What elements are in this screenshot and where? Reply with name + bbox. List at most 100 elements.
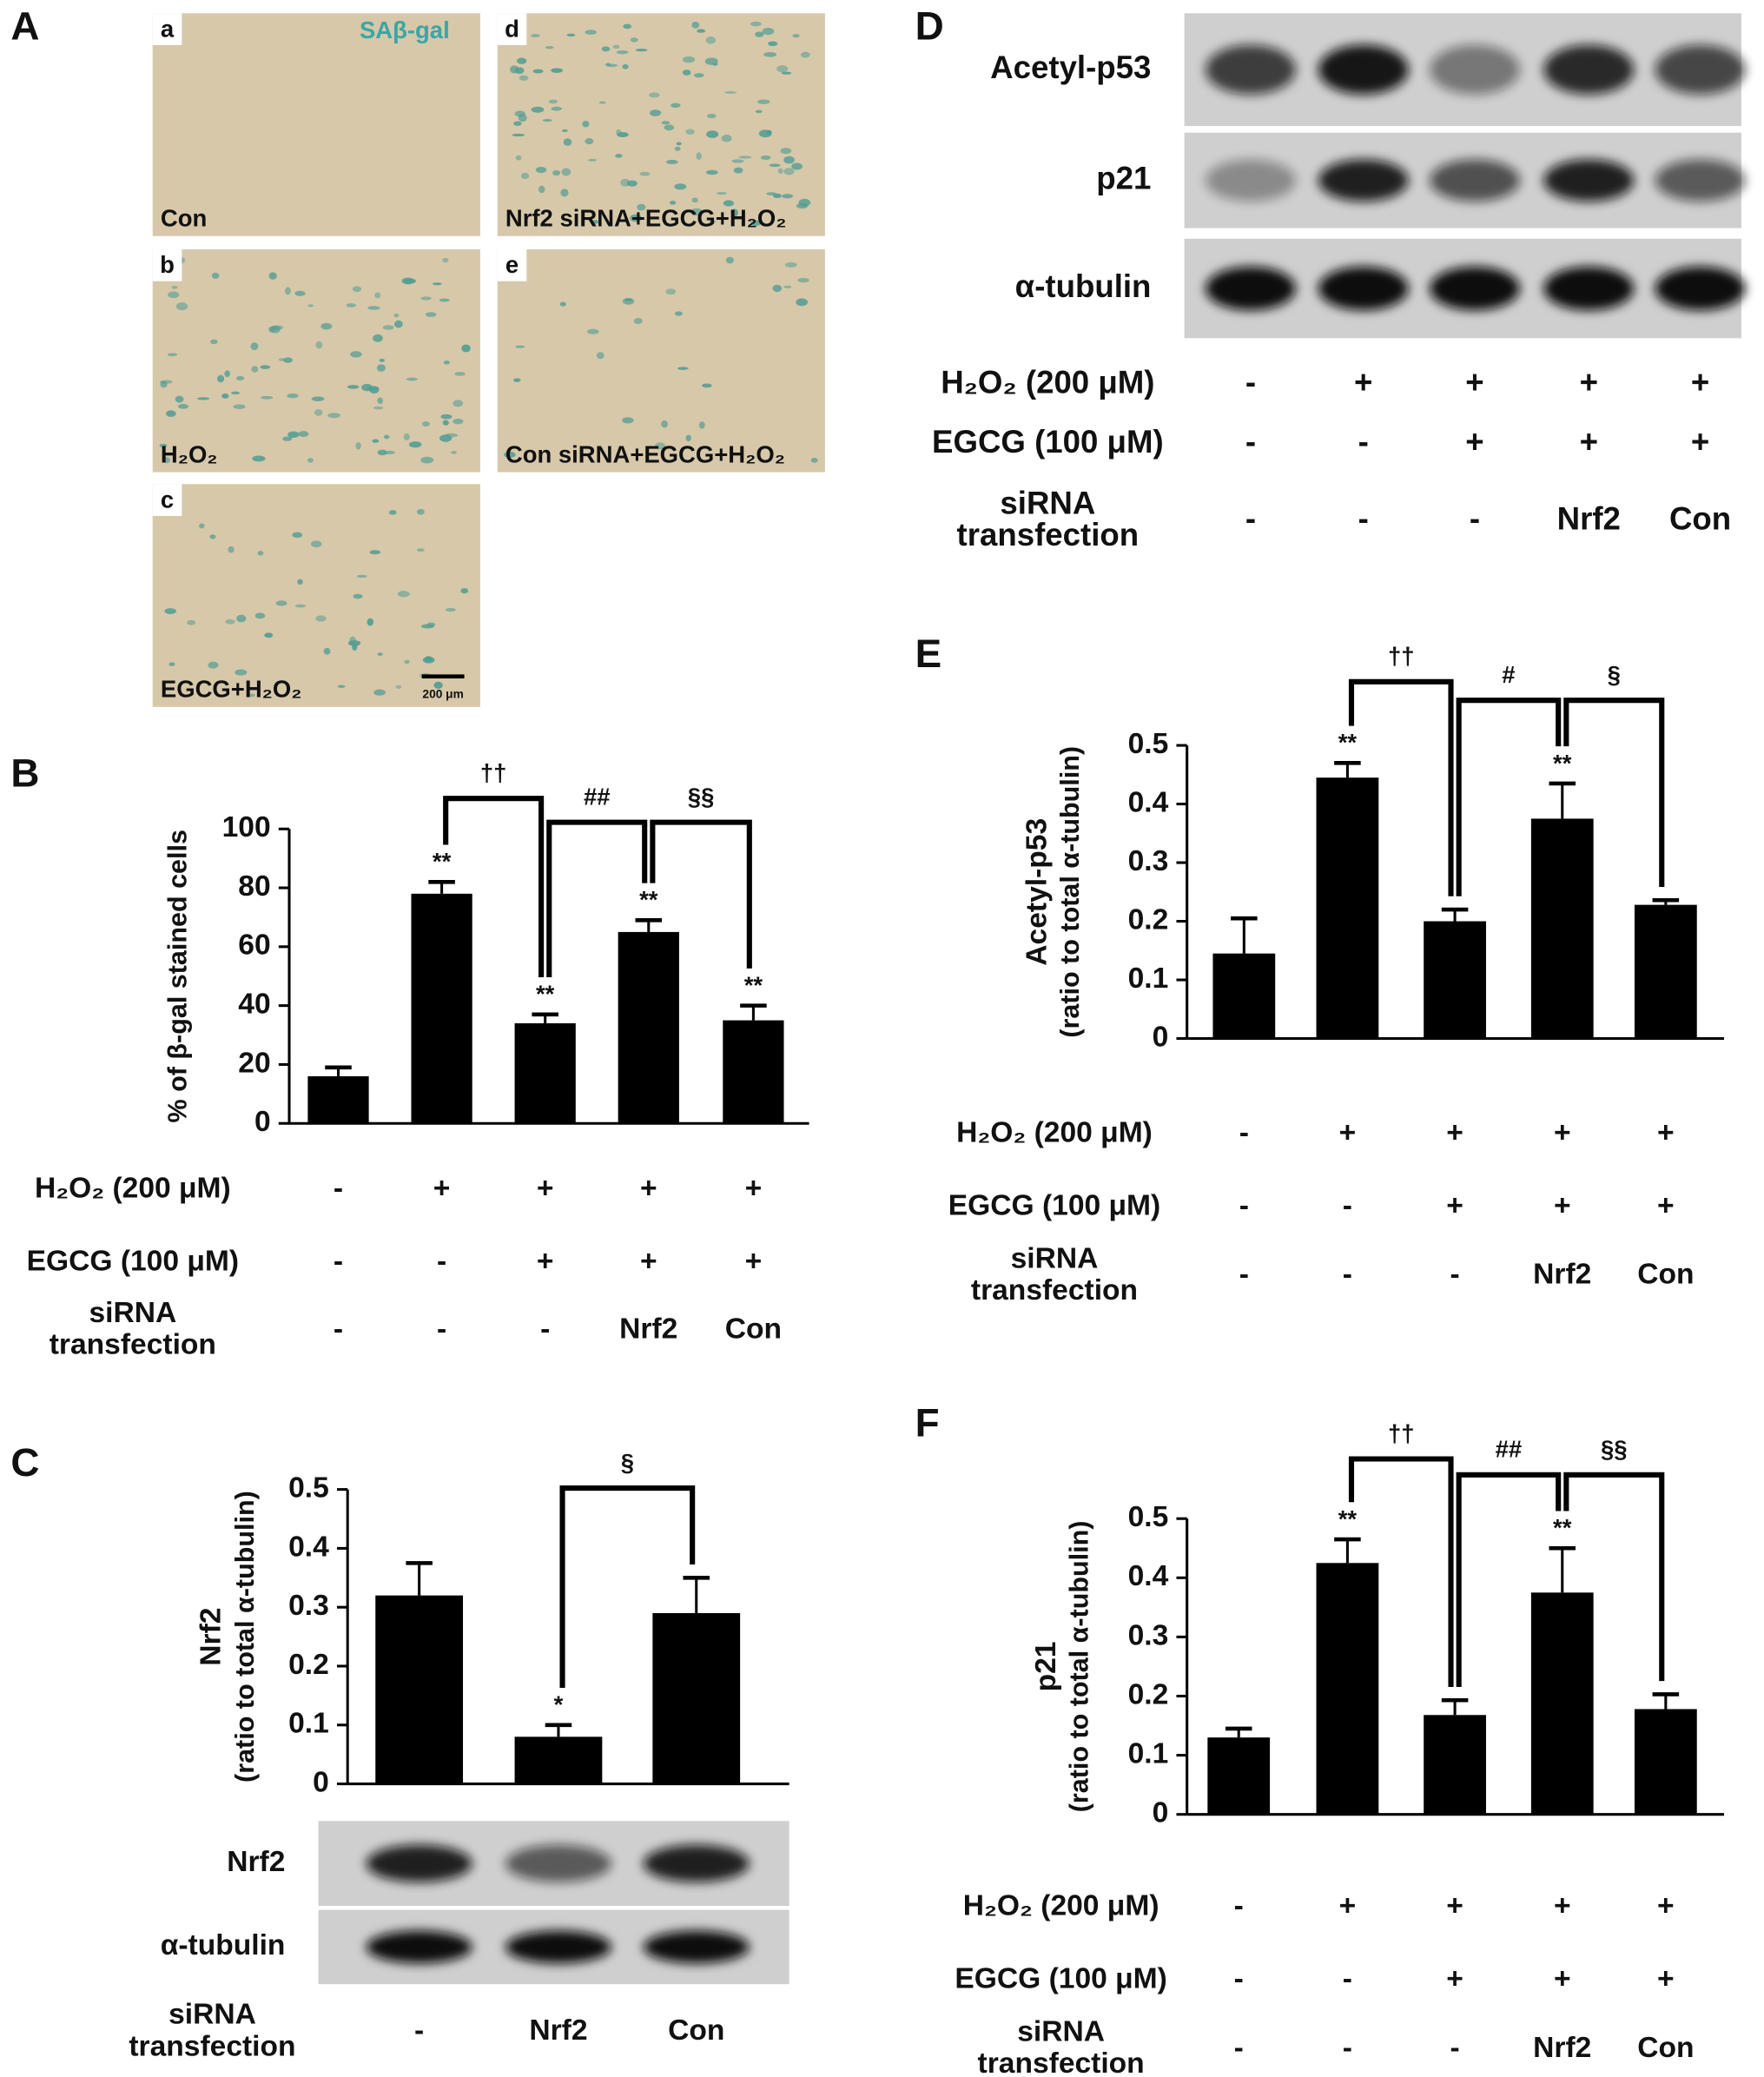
blot-row-label: p21	[1096, 160, 1151, 195]
stained-cell	[582, 120, 590, 128]
panel-letter: D	[915, 4, 944, 49]
blot-band	[505, 1844, 612, 1882]
stained-cell	[551, 106, 563, 111]
condition-value: +	[433, 1172, 451, 1204]
stained-cell	[178, 404, 189, 409]
condition-label: siRNA	[89, 1297, 176, 1329]
stained-cell	[166, 410, 176, 417]
condition-value: Con	[1637, 1259, 1694, 1291]
stained-cell	[698, 421, 705, 429]
stained-cell	[453, 418, 464, 425]
stained-cell	[607, 63, 618, 68]
y-tick-label: 0.3	[1128, 1619, 1169, 1651]
stained-cell	[616, 50, 629, 55]
condition-label: H₂O₂ (200 μM)	[35, 1172, 231, 1204]
stained-cell	[250, 342, 259, 351]
blot-band	[1655, 44, 1746, 95]
blot-band	[1318, 44, 1409, 95]
stained-cell	[377, 652, 383, 656]
stained-cell	[797, 277, 809, 283]
stained-cell	[781, 71, 792, 75]
stained-cell	[373, 334, 383, 342]
blot-row-label: Nrf2	[227, 1846, 285, 1878]
significance-mark: **	[639, 886, 658, 913]
stained-cell	[311, 396, 325, 401]
stained-cell	[382, 325, 394, 330]
comparison-bracket	[1563, 1472, 1665, 1682]
bar	[514, 1022, 576, 1124]
condition-label: EGCG (100 μM)	[955, 1962, 1166, 1994]
y-tick-label: 20	[238, 1047, 270, 1079]
stained-cell	[320, 322, 333, 330]
condition-label: transfection	[971, 1274, 1138, 1306]
stained-cell	[171, 285, 178, 289]
stained-cell	[519, 75, 529, 81]
condition-label: siRNA	[1000, 485, 1095, 520]
stained-cell	[420, 456, 434, 464]
stained-cell	[538, 185, 545, 194]
stained-cell	[249, 693, 255, 698]
stained-cell	[231, 391, 241, 395]
stained-cell	[373, 406, 384, 410]
comparison-bracket	[443, 796, 545, 978]
y-tick-label: 0	[1153, 1797, 1169, 1829]
comparison-label: ††	[480, 759, 507, 786]
y-tick-label: 100	[222, 811, 271, 843]
stained-cell	[685, 129, 695, 135]
stained-cell	[393, 320, 403, 328]
condition-value: -	[1234, 2032, 1244, 2064]
condition-value: +	[1554, 1116, 1571, 1148]
stained-cell	[763, 52, 777, 57]
condition-value: +	[1580, 364, 1598, 400]
comparison-bracket	[546, 819, 648, 978]
stained-cell	[268, 326, 275, 333]
stained-cell	[661, 420, 668, 428]
condition-value: +	[1554, 1889, 1571, 1922]
panel-letter: A	[10, 4, 39, 49]
stained-cell	[731, 159, 744, 163]
bar	[1530, 1592, 1594, 1815]
condition-value: Con	[668, 2014, 724, 2047]
blot-band	[1206, 266, 1296, 311]
stained-cell	[682, 69, 691, 76]
stained-cell	[682, 56, 696, 63]
stained-cell	[591, 220, 599, 224]
condition-value: -	[1245, 364, 1256, 400]
comparison-label: §§	[688, 783, 715, 810]
letter-box	[497, 249, 527, 281]
condition-value: -	[1239, 1189, 1249, 1221]
comparison-label: §§	[1601, 1436, 1628, 1463]
stained-cell	[440, 413, 453, 420]
stained-cell	[373, 689, 386, 696]
stained-cell	[421, 421, 430, 427]
y-tick-label: 0	[313, 1766, 329, 1798]
stained-cell	[208, 661, 219, 669]
condition-value: -	[437, 1245, 446, 1277]
panel-letter: B	[10, 751, 39, 795]
condition-value: +	[745, 1172, 763, 1204]
condition-value: Con	[1669, 501, 1731, 537]
condition-value: -	[1245, 501, 1256, 537]
stained-cell	[585, 138, 594, 145]
blot-band	[1206, 44, 1296, 95]
stained-cell	[776, 65, 789, 73]
stained-cell	[530, 34, 540, 37]
comparison-bracket	[1348, 1456, 1454, 1687]
stained-cell	[292, 532, 303, 539]
stained-cell	[733, 167, 743, 174]
stained-cell	[810, 457, 818, 463]
stained-cell	[377, 397, 383, 404]
comparison-bracket	[1456, 698, 1562, 896]
condition-value: +	[1691, 424, 1709, 460]
condition-value: +	[1446, 1962, 1463, 1994]
stained-cell	[796, 298, 808, 307]
stained-cell	[287, 393, 299, 399]
stained-cell	[327, 413, 340, 419]
stained-cell	[254, 612, 266, 619]
bar	[514, 1736, 603, 1784]
micrograph	[497, 249, 825, 473]
stained-cell	[221, 393, 229, 399]
stained-cell	[758, 129, 772, 138]
stained-cell	[294, 604, 306, 608]
stained-cell	[725, 256, 734, 264]
